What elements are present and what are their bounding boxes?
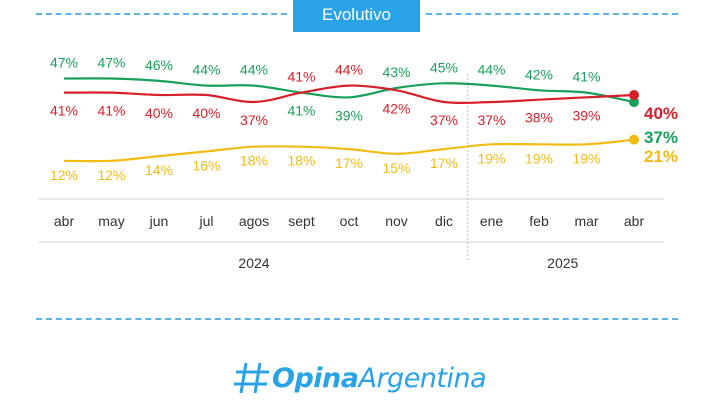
x-tick-label: agos bbox=[239, 213, 269, 229]
data-label: 15% bbox=[382, 160, 410, 176]
data-label: 19% bbox=[525, 150, 553, 166]
x-tick-label: may bbox=[98, 213, 124, 229]
data-label: 18% bbox=[287, 153, 315, 169]
x-tick-label: feb bbox=[529, 213, 549, 229]
data-label: 41% bbox=[97, 103, 125, 119]
data-label: 47% bbox=[50, 55, 78, 71]
x-tick-label: abr bbox=[624, 213, 645, 229]
year-label: 2025 bbox=[547, 255, 578, 271]
x-tick-label: nov bbox=[385, 213, 408, 229]
data-label: 43% bbox=[382, 64, 410, 80]
end-value-label-green: 37% bbox=[644, 128, 678, 147]
data-label: 39% bbox=[572, 107, 600, 123]
x-tick-label: ene bbox=[480, 213, 504, 229]
x-tick-label: dic bbox=[435, 213, 453, 229]
data-label: 16% bbox=[192, 157, 220, 173]
data-label: 12% bbox=[50, 167, 78, 183]
data-label: 12% bbox=[97, 167, 125, 183]
line-chart: abr may jun jul agos sept oct nov dic ene feb mar ab… bbox=[38, 55, 678, 271]
data-label: 41% bbox=[50, 103, 78, 119]
data-label: 40% bbox=[192, 105, 220, 121]
end-value-label-red: 40% bbox=[644, 104, 678, 123]
data-label: 38% bbox=[525, 110, 553, 126]
data-label: 47% bbox=[97, 55, 125, 71]
data-label: 45% bbox=[430, 59, 458, 75]
data-label: 37% bbox=[477, 112, 505, 128]
data-label: 42% bbox=[382, 100, 410, 116]
bottom-dashed-divider bbox=[36, 318, 678, 320]
data-label: 14% bbox=[145, 162, 173, 178]
x-tick-label: oct bbox=[340, 213, 359, 229]
logo-text-bold: Opina bbox=[272, 362, 359, 394]
data-label: 42% bbox=[525, 66, 553, 82]
data-label: 44% bbox=[192, 62, 220, 78]
top-left-dashed-divider bbox=[36, 13, 287, 15]
data-label: 41% bbox=[287, 103, 315, 119]
year-label: 2024 bbox=[238, 255, 269, 271]
series-end-dot-green bbox=[629, 97, 639, 108]
data-label: 44% bbox=[477, 62, 505, 78]
data-label: 18% bbox=[240, 153, 268, 169]
series-end-dot-yellow bbox=[629, 134, 639, 145]
series-end-dot-red bbox=[629, 90, 639, 100]
data-label: 40% bbox=[145, 105, 173, 121]
data-label: 41% bbox=[287, 69, 315, 85]
x-tick-label: mar bbox=[574, 213, 598, 229]
data-label: 37% bbox=[430, 112, 458, 128]
data-label: 19% bbox=[477, 150, 505, 166]
data-label: 17% bbox=[335, 155, 363, 171]
data-label: 17% bbox=[430, 155, 458, 171]
series-line-green bbox=[63, 77, 635, 104]
x-tick-label: abr bbox=[54, 213, 75, 229]
opina-argentina-logo: OpinaArgentina bbox=[232, 358, 487, 398]
end-value-label-yellow: 21% bbox=[644, 147, 678, 166]
data-label: 46% bbox=[145, 57, 173, 73]
series-line-yellow bbox=[63, 138, 635, 163]
x-tick-label: sept bbox=[288, 213, 315, 229]
x-tick-label: jul bbox=[198, 213, 213, 229]
data-label: 41% bbox=[572, 69, 600, 85]
chart-title-tab: Evolutivo bbox=[293, 0, 420, 32]
top-right-dashed-divider bbox=[426, 13, 678, 15]
data-label: 39% bbox=[335, 107, 363, 123]
data-label: 44% bbox=[335, 62, 363, 78]
data-label: 44% bbox=[240, 62, 268, 78]
x-tick-label: jun bbox=[149, 213, 169, 229]
hashtag-icon bbox=[234, 362, 269, 394]
series-line-red bbox=[63, 84, 635, 105]
data-label: 19% bbox=[572, 150, 600, 166]
logo-text-regular: Argentina bbox=[358, 362, 487, 394]
data-label: 37% bbox=[240, 112, 268, 128]
